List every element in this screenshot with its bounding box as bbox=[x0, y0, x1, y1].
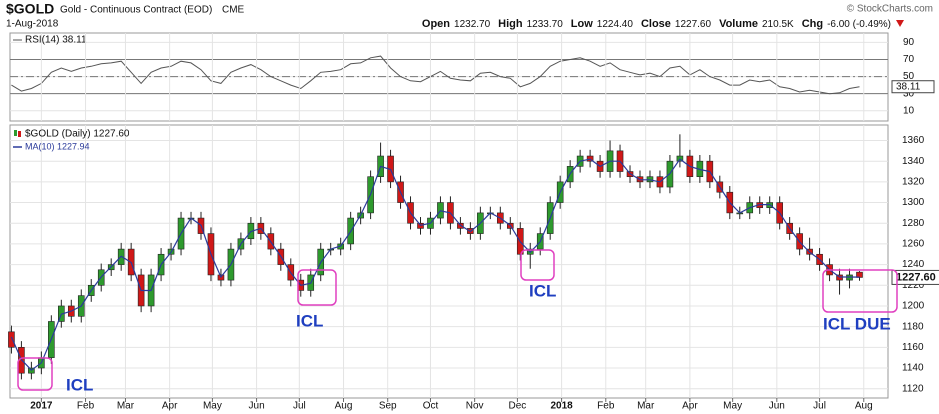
annotation: ICL DUE bbox=[823, 314, 891, 333]
x-tick-label: Aug bbox=[335, 401, 353, 412]
credit: © StockCharts.com bbox=[847, 4, 933, 15]
y-tick-label: 70 bbox=[903, 54, 915, 65]
x-tick-label: Jul bbox=[813, 401, 826, 412]
x-tick-label: Oct bbox=[423, 401, 439, 412]
x-tick-label: Jun bbox=[249, 401, 265, 412]
legend-label: $GOLD (Daily) 1227.60 bbox=[25, 129, 130, 140]
rsi-line bbox=[11, 55, 860, 95]
annotation-box bbox=[17, 357, 53, 391]
y-tick-label: 50 bbox=[903, 71, 915, 82]
x-tick-label: Aug bbox=[855, 401, 873, 412]
y-tick-label: 1300 bbox=[902, 197, 925, 208]
x-tick-label: Apr bbox=[162, 401, 178, 412]
quote-value: 1227.60 bbox=[675, 19, 712, 30]
y-tick-label: 1360 bbox=[902, 135, 925, 146]
x-tick-label: Dec bbox=[509, 401, 527, 412]
last-value-box bbox=[891, 80, 935, 94]
y-tick-label: 1140 bbox=[902, 363, 924, 374]
x-tick-label: Sep bbox=[379, 401, 397, 412]
x-tick-label: May bbox=[203, 401, 222, 412]
quote-label: High bbox=[498, 18, 523, 30]
legend-label: RSI(14) 38.11 bbox=[25, 35, 87, 46]
y-tick-label: 1320 bbox=[902, 177, 925, 188]
last-value-label: 38.11 bbox=[896, 81, 921, 92]
legend-label: MA(10) 1227.94 bbox=[25, 141, 90, 151]
last-value-label: 1227.60 bbox=[896, 271, 936, 283]
y-tick-label: 1180 bbox=[902, 321, 924, 332]
x-tick-label: Mar bbox=[117, 401, 135, 412]
y-tick-label: 1200 bbox=[902, 301, 925, 312]
y-tick-label: 1280 bbox=[902, 218, 925, 229]
y-tick-label: 1340 bbox=[902, 156, 925, 167]
quote-value: 1233.70 bbox=[527, 19, 564, 30]
y-tick-label: 1160 bbox=[902, 342, 924, 353]
down-arrow bbox=[896, 20, 904, 27]
quote-label: Chg bbox=[802, 18, 823, 30]
x-tick-label: May bbox=[723, 401, 742, 412]
annotation-box bbox=[520, 249, 555, 281]
annotation: ICL bbox=[529, 281, 556, 300]
x-tick-label: Apr bbox=[682, 401, 698, 412]
x-tick-label: Jul bbox=[293, 401, 306, 412]
x-tick-label: Nov bbox=[466, 401, 484, 412]
candle-body bbox=[8, 331, 15, 348]
x-tick-label: Feb bbox=[597, 401, 615, 412]
description: Gold - Continuous Contract (EOD) bbox=[60, 5, 212, 16]
annotation: ICL bbox=[66, 375, 93, 394]
quote: Open 1232.70 High 1233.70 Low 1224.40 Close 122… bbox=[422, 18, 891, 30]
y-tick-label: 1240 bbox=[902, 259, 925, 270]
legend-candle bbox=[18, 131, 21, 137]
quote-value: 210.5K bbox=[762, 19, 794, 30]
y-tick-label: 30 bbox=[903, 88, 915, 99]
x-tick-label: Jun bbox=[769, 401, 785, 412]
y-tick-label: 1120 bbox=[902, 383, 924, 394]
quote-label: Volume bbox=[719, 18, 758, 30]
quote-value: 1232.70 bbox=[454, 19, 491, 30]
date: 1-Aug-2018 bbox=[6, 19, 59, 30]
y-tick-label: 1260 bbox=[902, 239, 925, 250]
x-tick-label: Mar bbox=[637, 401, 655, 412]
legend-candle bbox=[14, 130, 17, 136]
annotation: ICL bbox=[296, 311, 323, 330]
y-tick-label: 90 bbox=[903, 37, 915, 48]
y-tick-label: 10 bbox=[903, 105, 915, 116]
quote-label: Open bbox=[422, 18, 450, 30]
last-value-box bbox=[891, 269, 939, 285]
quote-label: Low bbox=[571, 18, 593, 30]
x-tick-label: 2017 bbox=[30, 401, 53, 412]
symbol: $GOLD bbox=[6, 1, 54, 17]
quote-label: Close bbox=[641, 18, 671, 30]
quote-value: -6.00 (-0.49%) bbox=[827, 19, 891, 30]
annotation-box bbox=[822, 269, 898, 313]
ma-line bbox=[10, 158, 860, 371]
quote-value: 1224.40 bbox=[597, 19, 634, 30]
x-tick-label: 2018 bbox=[550, 401, 573, 412]
exchange: CME bbox=[222, 5, 245, 16]
price-panel bbox=[9, 124, 889, 399]
y-tick-label: 1220 bbox=[902, 280, 925, 291]
annotation-box bbox=[297, 269, 337, 306]
x-tick-label: Feb bbox=[77, 401, 95, 412]
